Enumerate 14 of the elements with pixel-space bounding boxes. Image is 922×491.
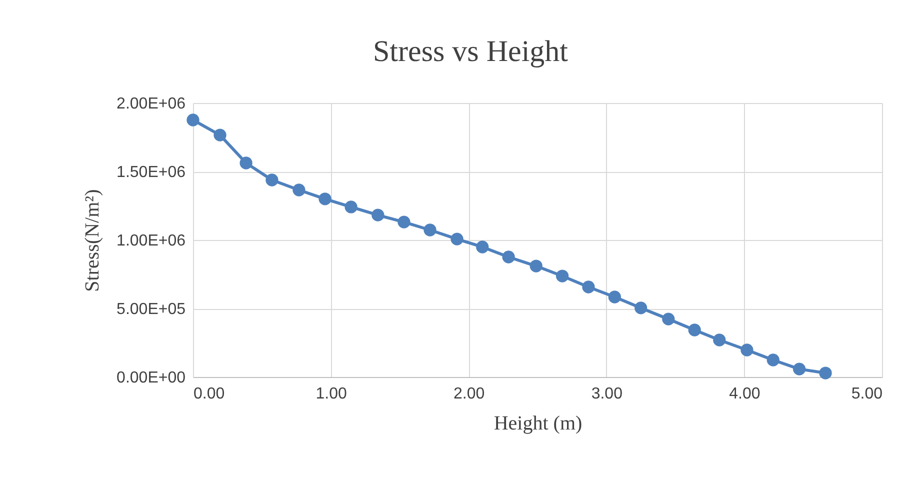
chart-title: Stress vs Height — [373, 35, 569, 68]
y-tick-label: 2.00E+06 — [116, 96, 186, 112]
y-tick-label: 1.00E+06 — [116, 232, 186, 250]
x-axis-title: Height (m) — [494, 412, 582, 434]
x-tick-label: 4.00 — [729, 386, 760, 402]
x-tick-label: 3.00 — [591, 386, 623, 402]
x-tick-label: 1.00 — [316, 386, 347, 402]
y-tick-label: 1.50E+06 — [116, 164, 186, 181]
x-tick-label: 2.00 — [454, 386, 485, 402]
x-tick-label: 0.00 — [194, 386, 225, 402]
y-tick-label: 0.00E+00 — [116, 370, 186, 386]
x-tick-label: 5.00 — [851, 386, 883, 402]
y-axis-title: Stress(N/m²) — [82, 189, 104, 292]
y-tick-label: 5.00E+05 — [116, 301, 186, 318]
